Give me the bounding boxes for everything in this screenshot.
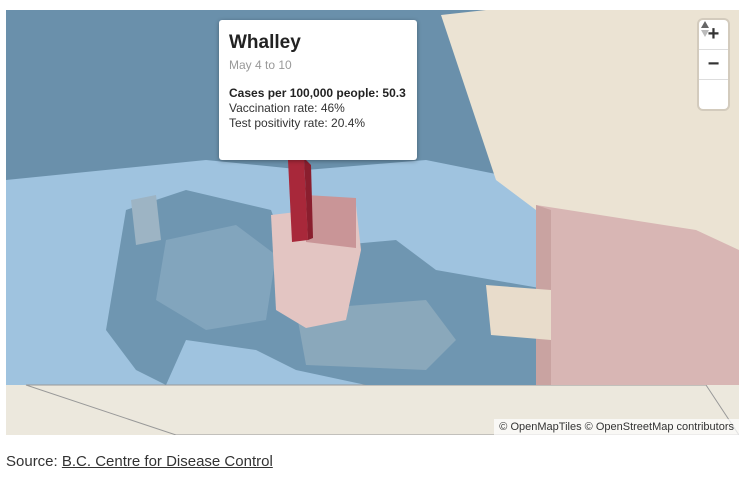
- popup-title: Whalley: [229, 32, 301, 53]
- popup-vaccination: Vaccination rate: 46%: [229, 101, 345, 115]
- attribution-link[interactable]: © OpenStreetMap contributors: [584, 421, 734, 433]
- map-controls: + −: [699, 20, 728, 109]
- compass[interactable]: [699, 21, 728, 109]
- map[interactable]: Whalley May 4 to 10 Cases per 100,000 pe…: [6, 10, 739, 435]
- map-drawing: [6, 10, 739, 435]
- source: Source: B.C. Centre for Disease Control: [6, 453, 273, 470]
- zoom-out[interactable]: −: [699, 50, 728, 80]
- popup-date: May 4 to 10: [229, 58, 292, 72]
- compass-icon: [701, 21, 709, 37]
- pink-region-east: [536, 205, 739, 385]
- blue-block: [131, 195, 161, 245]
- island: [166, 388, 211, 412]
- popup-cases: Cases per 100,000 people: 50.3: [229, 86, 406, 100]
- source-link[interactable]: B.C. Centre for Disease Control: [61, 453, 273, 470]
- zoom-in[interactable]: +: [699, 20, 728, 50]
- popup-positivity: Test positivity rate: 20.4%: [229, 116, 366, 130]
- land-block: [486, 285, 551, 340]
- attribution: © OpenMapTiles © OpenStreetMap contribut…: [494, 419, 739, 435]
- popup: Whalley May 4 to 10 Cases per 100,000 pe…: [219, 20, 417, 160]
- pink-region-north: [306, 195, 356, 248]
- whalley-region: [288, 158, 308, 242]
- attribution-link[interactable]: © OpenMapTiles: [499, 421, 582, 433]
- whalley-region-side: [304, 158, 313, 240]
- blue-regions-light: [156, 225, 276, 330]
- source-label: Source:: [6, 453, 58, 470]
